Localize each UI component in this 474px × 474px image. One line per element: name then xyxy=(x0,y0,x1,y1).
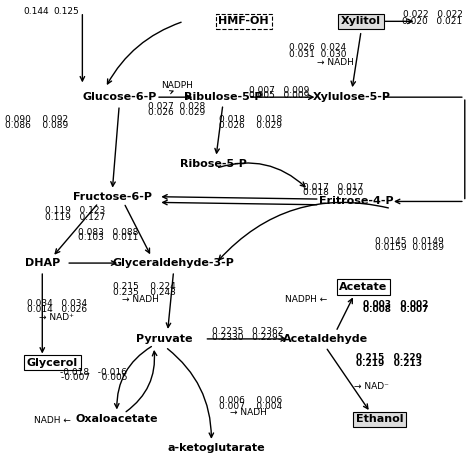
Text: 0.215   0.229: 0.215 0.229 xyxy=(356,354,422,362)
Text: 0.0159  0.0189: 0.0159 0.0189 xyxy=(375,243,444,252)
Text: 0.026  0.029: 0.026 0.029 xyxy=(148,108,205,117)
Text: -0.007    0.005: -0.007 0.005 xyxy=(61,374,127,382)
Text: 0.103   0.011: 0.103 0.011 xyxy=(78,234,138,242)
Text: 0.022   0.022: 0.022 0.022 xyxy=(402,10,463,18)
Text: 0.003   0.002: 0.003 0.002 xyxy=(363,300,428,309)
Text: Xylulose-5-P: Xylulose-5-P xyxy=(313,92,391,102)
Text: 0.144: 0.144 xyxy=(24,8,49,16)
Text: Glyceraldehyde-3-P: Glyceraldehyde-3-P xyxy=(113,258,235,268)
Text: DHAP: DHAP xyxy=(25,258,60,268)
Text: 0.119   0.127: 0.119 0.127 xyxy=(46,213,106,221)
Text: NADH ←: NADH ← xyxy=(34,417,71,425)
Text: → NAD⁺: → NAD⁺ xyxy=(38,313,73,322)
Text: Ethanol: Ethanol xyxy=(356,414,403,425)
Text: → NADH: → NADH xyxy=(317,58,354,67)
Text: Ribulose-5-P: Ribulose-5-P xyxy=(183,92,262,102)
Text: Acetate: Acetate xyxy=(339,282,388,292)
Text: 0.2330   0.2295: 0.2330 0.2295 xyxy=(211,333,283,342)
Text: Fructose-6-P: Fructose-6-P xyxy=(73,191,152,202)
Text: 0.007   0.009: 0.007 0.009 xyxy=(249,86,310,94)
Text: Eritrose-4-P: Eritrose-4-P xyxy=(319,196,394,207)
Text: 0.034   0.034: 0.034 0.034 xyxy=(27,299,87,308)
Text: 0.018    0.018: 0.018 0.018 xyxy=(219,115,282,124)
Text: HMF-OH: HMF-OH xyxy=(219,16,269,27)
Text: 0.027  0.028: 0.027 0.028 xyxy=(148,102,205,111)
Text: 0.083   0.088: 0.083 0.088 xyxy=(78,228,138,237)
Text: 0.086    0.089: 0.086 0.089 xyxy=(5,121,68,129)
Text: 0.026    0.029: 0.026 0.029 xyxy=(219,121,282,129)
Text: 0.119   0.123: 0.119 0.123 xyxy=(46,207,106,215)
Text: → NADH: → NADH xyxy=(121,295,158,304)
Text: Glucose-6-P: Glucose-6-P xyxy=(82,92,156,102)
Text: Oxaloacetate: Oxaloacetate xyxy=(76,414,158,425)
Text: 0.2235   0.2362: 0.2235 0.2362 xyxy=(211,328,283,336)
Text: a-ketoglutarate: a-ketoglutarate xyxy=(167,443,265,453)
Text: 0.125: 0.125 xyxy=(54,8,79,16)
Text: 0.008   0.007: 0.008 0.007 xyxy=(363,306,428,314)
Text: -0.018   -0.016: -0.018 -0.016 xyxy=(61,368,128,376)
Text: 0.0145  0.0149: 0.0145 0.0149 xyxy=(375,237,444,246)
Text: 0.219   0.213: 0.219 0.213 xyxy=(356,359,422,368)
Text: NADPH ←: NADPH ← xyxy=(285,295,327,304)
Text: 0.090    0.092: 0.090 0.092 xyxy=(5,115,68,124)
Text: Glycerol: Glycerol xyxy=(27,357,78,368)
Text: Xylitol: Xylitol xyxy=(341,16,381,27)
Text: 0.017   0.017: 0.017 0.017 xyxy=(303,183,364,191)
Text: 0.215    0.224: 0.215 0.224 xyxy=(113,283,176,291)
Text: → NAD⁻: → NAD⁻ xyxy=(354,382,389,391)
Text: → NADH: → NADH xyxy=(230,408,267,417)
Text: 0.020   0.021: 0.020 0.021 xyxy=(402,17,463,26)
Text: 0.005   0.009: 0.005 0.009 xyxy=(249,91,310,100)
Text: 0.014   0.026: 0.014 0.026 xyxy=(27,305,87,313)
Text: 0.006    0.006: 0.006 0.006 xyxy=(219,396,282,405)
Text: Pyruvate: Pyruvate xyxy=(136,334,192,344)
Text: 0.031  0.030: 0.031 0.030 xyxy=(289,50,346,59)
Text: Acetaldehyde: Acetaldehyde xyxy=(283,334,368,344)
Text: Ribose-5-P: Ribose-5-P xyxy=(180,158,247,169)
Text: 0.018   0.020: 0.018 0.020 xyxy=(303,189,364,197)
Text: 0.026  0.024: 0.026 0.024 xyxy=(289,43,346,52)
Text: 0.007    0.004: 0.007 0.004 xyxy=(219,402,282,410)
Text: 0.235    0.243: 0.235 0.243 xyxy=(113,288,176,297)
Text: NADPH: NADPH xyxy=(161,81,193,90)
